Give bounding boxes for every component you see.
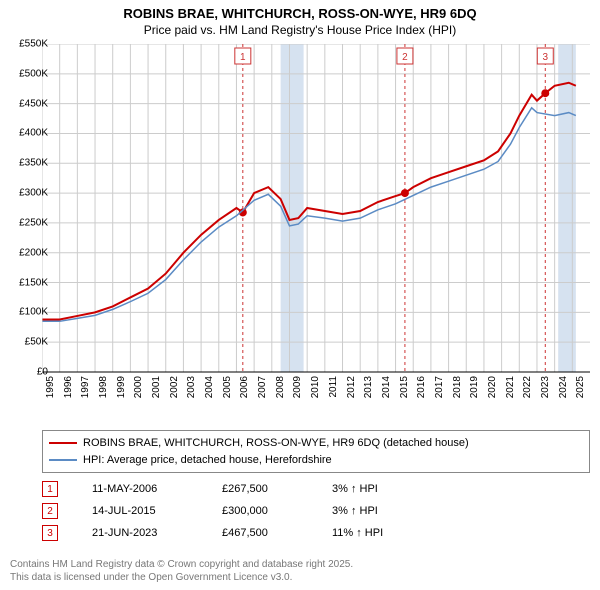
x-tick-label: 2020 [487,376,498,398]
x-tick-label: 2008 [275,376,286,398]
x-tick-label: 2009 [292,376,303,398]
marker-price: £267,500 [222,483,332,495]
marker-pct: 3% ↑ HPI [332,483,442,495]
y-tick-label: £250K [8,217,48,228]
y-tick-label: £150K [8,277,48,288]
legend-swatch [49,459,77,461]
x-tick-label: 2001 [151,376,162,398]
x-tick-label: 2017 [434,376,445,398]
legend-label: HPI: Average price, detached house, Here… [83,452,332,469]
x-tick-label: 2022 [522,376,533,398]
x-tick-label: 1999 [116,376,127,398]
svg-text:1: 1 [240,52,246,63]
y-tick-label: £300K [8,188,48,199]
footer-line-2: This data is licensed under the Open Gov… [10,571,353,584]
y-tick-label: £400K [8,128,48,139]
x-tick-label: 1997 [80,376,91,398]
marker-price: £467,500 [222,527,332,539]
y-tick-label: £550K [8,39,48,50]
legend: ROBINS BRAE, WHITCHURCH, ROSS-ON-WYE, HR… [42,430,590,473]
x-tick-label: 2000 [133,376,144,398]
y-tick-label: £50K [8,337,48,348]
marker-pct: 11% ↑ HPI [332,527,442,539]
y-tick-label: £0 [8,367,48,378]
x-tick-label: 2013 [363,376,374,398]
x-tick-label: 2025 [575,376,586,398]
chart-container: ROBINS BRAE, WHITCHURCH, ROSS-ON-WYE, HR… [0,0,600,590]
line-chart: 1 2 3 [42,44,590,382]
marker-date: 14-JUL-2015 [92,505,222,517]
x-tick-label: 2016 [416,376,427,398]
title-block: ROBINS BRAE, WHITCHURCH, ROSS-ON-WYE, HR… [0,0,600,41]
footer-attribution: Contains HM Land Registry data © Crown c… [10,558,353,584]
x-tick-label: 2010 [310,376,321,398]
x-tick-label: 2015 [399,376,410,398]
marker-date: 21-JUN-2023 [92,527,222,539]
x-tick-label: 2024 [558,376,569,398]
x-tick-label: 2003 [186,376,197,398]
y-tick-label: £500K [8,68,48,79]
x-tick-label: 2012 [346,376,357,398]
marker-badge: 1 [42,481,58,497]
y-tick-label: £350K [8,158,48,169]
x-tick-label: 2002 [169,376,180,398]
marker-date: 11-MAY-2006 [92,483,222,495]
x-tick-label: 1996 [63,376,74,398]
marker-badge: 3 [42,525,58,541]
marker-row: 2 14-JUL-2015£300,0003% ↑ HPI [42,500,442,522]
legend-swatch [49,442,77,444]
marker-row: 1 11-MAY-2006£267,5003% ↑ HPI [42,478,442,500]
x-tick-label: 2021 [505,376,516,398]
svg-text:3: 3 [542,52,548,63]
x-tick-label: 2014 [381,376,392,398]
x-tick-label: 2006 [239,376,250,398]
x-tick-label: 2004 [204,376,215,398]
x-tick-label: 2023 [540,376,551,398]
marker-price: £300,000 [222,505,332,517]
y-tick-label: £450K [8,98,48,109]
svg-text:2: 2 [402,52,408,63]
x-tick-label: 1998 [98,376,109,398]
x-tick-label: 2007 [257,376,268,398]
x-tick-label: 2019 [469,376,480,398]
marker-pct: 3% ↑ HPI [332,505,442,517]
x-tick-label: 2011 [328,376,339,398]
x-tick-label: 1995 [45,376,56,398]
title-line-1: ROBINS BRAE, WHITCHURCH, ROSS-ON-WYE, HR… [8,6,592,21]
x-tick-label: 2018 [452,376,463,398]
legend-row: HPI: Average price, detached house, Here… [49,452,583,469]
y-tick-label: £200K [8,247,48,258]
footer-line-1: Contains HM Land Registry data © Crown c… [10,558,353,571]
x-tick-label: 2005 [222,376,233,398]
title-line-2: Price paid vs. HM Land Registry's House … [8,23,592,37]
legend-row: ROBINS BRAE, WHITCHURCH, ROSS-ON-WYE, HR… [49,435,583,452]
y-tick-label: £100K [8,307,48,318]
marker-row: 3 21-JUN-2023£467,50011% ↑ HPI [42,522,442,544]
marker-list: 1 11-MAY-2006£267,5003% ↑ HPI 2 14-JUL-2015… [42,478,442,544]
legend-label: ROBINS BRAE, WHITCHURCH, ROSS-ON-WYE, HR… [83,435,469,452]
marker-badge: 2 [42,503,58,519]
